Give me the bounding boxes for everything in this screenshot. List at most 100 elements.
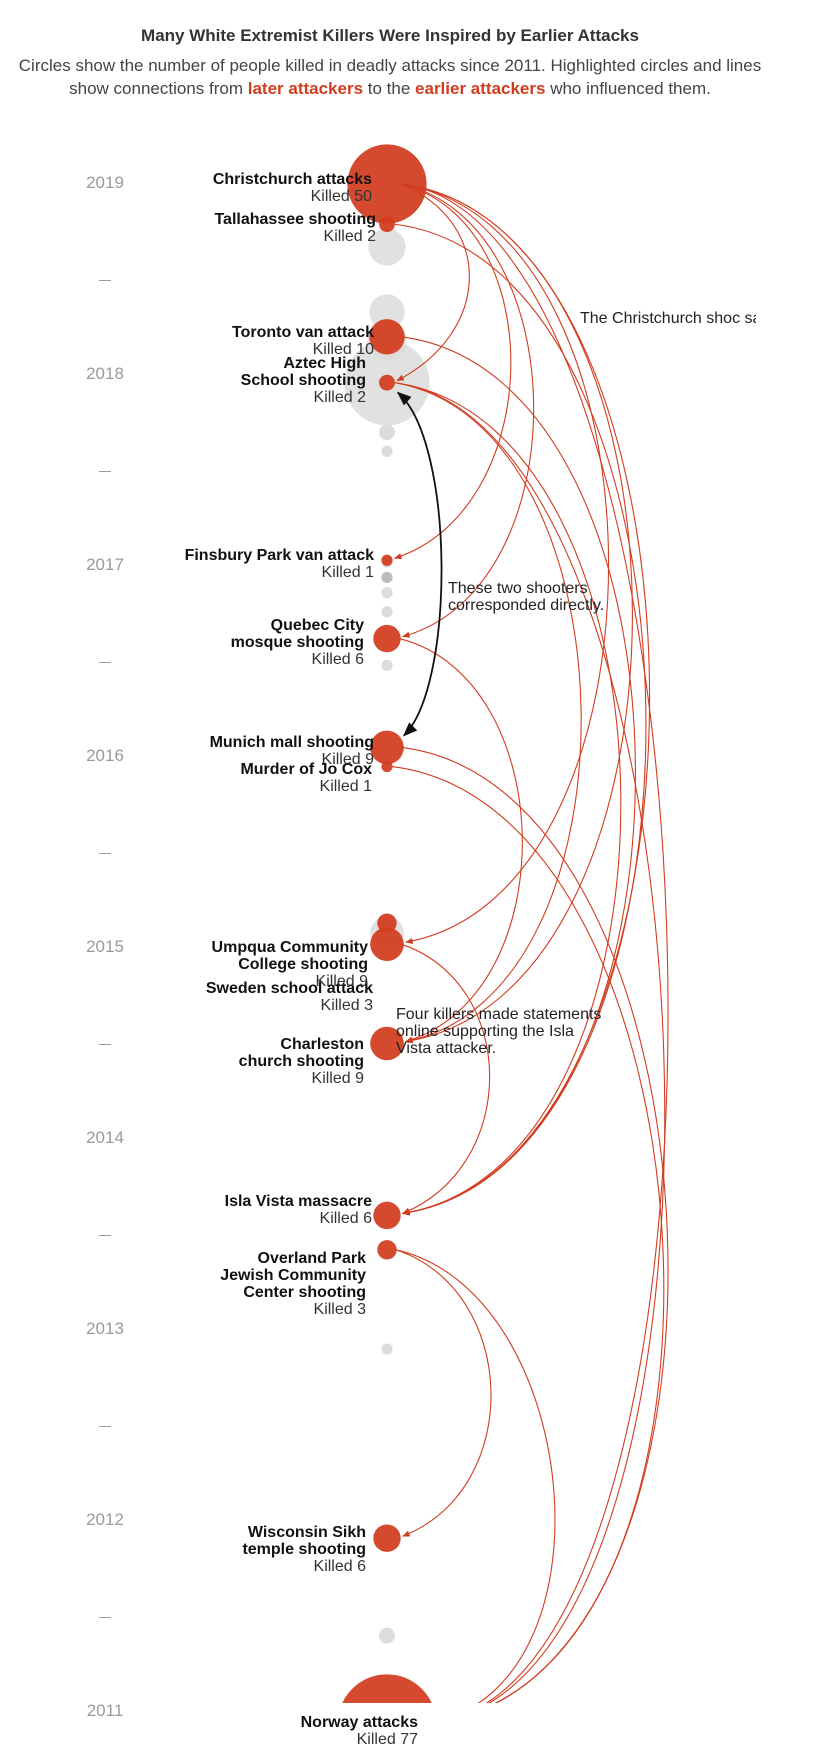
killed-count: Killed 77 xyxy=(356,1731,418,1748)
isla-vista-annotation: Four killers made statements online supp… xyxy=(396,1006,602,1057)
year-label-2017: 2017 xyxy=(86,555,124,574)
attack-name: Norway attacks xyxy=(300,1714,418,1732)
attack-circle-norway[interactable] xyxy=(338,1674,436,1703)
subtitle-text-2: to the xyxy=(363,79,416,98)
killed-count: Killed 3 xyxy=(313,1300,366,1318)
killed-count: Killed 6 xyxy=(313,1558,366,1576)
connection-aztec-to-norway xyxy=(394,382,666,1703)
attack-circle-jocox[interactable] xyxy=(381,760,393,773)
attack-name: Finsbury Park van attack xyxy=(184,547,374,565)
attack-name: Jewish Community xyxy=(220,1266,366,1284)
attack-label-overland: Overland Park Jewish Community Center shoo… xyxy=(220,1250,366,1318)
year-label-2015: 2015 xyxy=(86,937,124,956)
half-year-tick xyxy=(99,853,111,854)
subtitle-text-3: who influenced them. xyxy=(545,79,711,98)
connection-munich-to-norway xyxy=(401,746,669,1703)
attack-name: Aztec High xyxy=(283,354,366,372)
attack-name: Center shooting xyxy=(243,1283,366,1301)
attack-circle-munich[interactable] xyxy=(370,730,404,765)
attack-circle-overland[interactable] xyxy=(377,1240,397,1260)
other-attack-circle xyxy=(369,294,405,330)
half-year-tick xyxy=(99,1426,111,1427)
attack-name: temple shooting xyxy=(242,1541,366,1559)
other-attack-circle xyxy=(381,659,393,671)
attack-name: Toronto van attack xyxy=(232,323,374,341)
connection-toronto-to-islavista xyxy=(401,336,636,1216)
other-attack-circle xyxy=(381,445,393,457)
chart-title: Many White Extremist Killers Were Inspir… xyxy=(141,26,639,45)
other-attack-circle xyxy=(368,228,406,266)
attack-name: Wisconsin Sikh xyxy=(247,1524,366,1542)
killed-count: Killed 6 xyxy=(319,1210,372,1228)
attack-label-finsbury: Finsbury Park van attack Killed 1 xyxy=(185,547,374,581)
chart-subtitle: Circles show the number of people killed… xyxy=(0,54,780,100)
subtitle-text-1: Circles show the number of people killed… xyxy=(18,56,762,98)
killed-count: Killed 1 xyxy=(319,777,372,795)
timeline-chart xyxy=(338,144,669,1703)
year-label-2018: 2018 xyxy=(86,364,124,383)
killed-count: Killed 10 xyxy=(312,340,374,358)
connection-aztec-to-charleston xyxy=(394,382,582,1044)
attack-label-charleston: Charleston church shooting Killed 9 xyxy=(239,1036,364,1087)
attack-label-sweden: Sweden school attack Killed 3 xyxy=(206,980,373,1014)
connection-overland-to-wisconsin xyxy=(395,1249,492,1537)
attack-name: Murder of Jo Cox xyxy=(240,760,372,778)
attack-circle-wisconsin[interactable] xyxy=(373,1524,401,1552)
direct-correspondence-annotation: These two shooters corresponded directly… xyxy=(448,580,605,614)
half-year-tick xyxy=(99,1235,111,1236)
attack-circle-tallahassee[interactable] xyxy=(379,216,395,233)
attack-circle-finsbury[interactable] xyxy=(381,554,393,566)
attack-circle-aztec[interactable] xyxy=(379,374,395,391)
attack-circle-christchurch[interactable] xyxy=(347,144,427,224)
attack-circle-charleston[interactable] xyxy=(370,1026,404,1061)
connection-tallahassee-to-islavista xyxy=(394,223,647,1216)
year-label-2012: 2012 xyxy=(86,1510,124,1529)
legend-earlier-attackers: earlier attackers xyxy=(415,79,546,98)
attack-label-wisconsin: Wisconsin Sikh temple shooting Killed 6 xyxy=(242,1524,366,1575)
connection-christchurch-to-quebec xyxy=(401,183,535,638)
connection-christchurch-to-umpqua xyxy=(401,183,610,944)
killed-count: Killed 9 xyxy=(315,973,368,991)
attack-circle-umpqua[interactable] xyxy=(370,927,404,961)
half-year-tick xyxy=(99,280,111,281)
attack-name: Umpqua Community xyxy=(211,939,368,957)
attack-label-tallahassee: Tallahassee shooting Killed 2 xyxy=(214,211,376,245)
connection-jocox-to-norway xyxy=(391,766,665,1703)
attack-label-christchurch: Christchurch attacks Killed 50 xyxy=(213,171,372,205)
year-label-2019: 2019 xyxy=(86,173,124,192)
connection-christchurch-to-finsbury xyxy=(393,183,512,560)
other-attack-circle xyxy=(379,424,395,441)
attack-name: Munich mall shooting xyxy=(209,734,374,752)
attack-label-toronto: Toronto van attack Killed 10 xyxy=(232,324,374,358)
attack-name: Sweden school attack xyxy=(205,980,373,998)
connection-aztec-to-islavista xyxy=(394,382,622,1216)
other-attack-circle xyxy=(379,1627,395,1644)
attack-name: Tallahassee shooting xyxy=(214,211,376,229)
attack-label-umpqua: Umpqua Community College shooting Killed 9 xyxy=(212,939,368,990)
half-year-tick xyxy=(99,662,111,663)
direct-correspondence-link xyxy=(396,391,443,737)
attack-label-islavista: Isla Vista massacre Killed 6 xyxy=(225,1193,372,1227)
attack-circle-islavista[interactable] xyxy=(373,1201,401,1230)
connection-umpqua-to-islavista xyxy=(401,943,491,1214)
attack-circle-sweden[interactable] xyxy=(377,913,397,933)
connection-christchurch-to-islavista xyxy=(401,183,650,1216)
attack-name: School shooting xyxy=(240,371,366,389)
attack-name: Christchurch attacks xyxy=(212,171,372,188)
attack-name: Overland Park xyxy=(257,1249,367,1267)
connection-quebec-to-charleston xyxy=(399,638,523,1043)
half-year-tick xyxy=(99,471,111,472)
attack-label-aztec: Aztec High School shooting Killed 2 xyxy=(241,355,366,406)
attack-circle-quebec[interactable] xyxy=(373,624,401,653)
killed-count: Killed 1 xyxy=(321,564,374,582)
attack-circle-toronto[interactable] xyxy=(369,319,405,355)
christchurch-annotation: The Christchurch shoc said he was inspir… xyxy=(580,310,756,327)
half-year-tick xyxy=(99,1044,111,1045)
attack-name: College shooting xyxy=(238,956,368,974)
other-attack-circle xyxy=(381,1343,393,1355)
attack-name: mosque shooting xyxy=(230,633,364,651)
attack-name: church shooting xyxy=(238,1052,364,1070)
attack-label-munich: Munich mall shooting Killed 9 xyxy=(210,734,374,768)
other-attack-circle xyxy=(381,606,393,618)
other-attack-circle xyxy=(381,571,393,584)
